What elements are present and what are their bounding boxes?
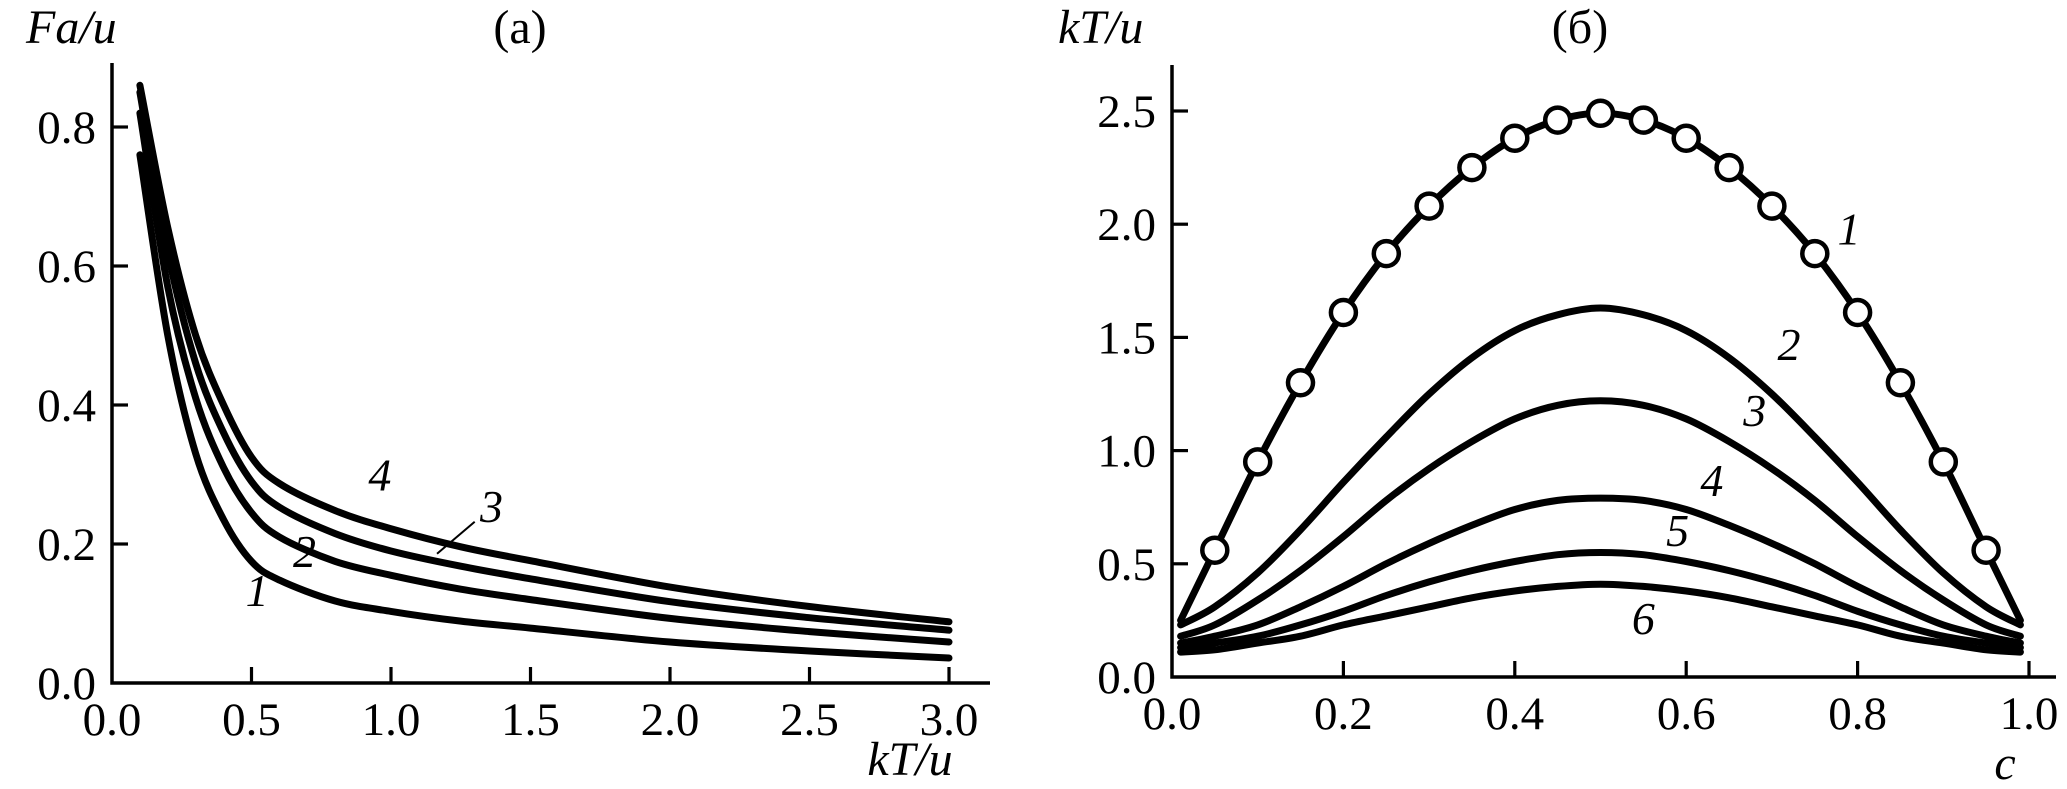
y-axis-tick-label: 0.0 [1097,652,1156,704]
x-axis-tick-label: 2.0 [641,694,700,746]
data-point-marker-curve-1 [1971,535,2001,565]
panel-a-y-axis-title: Fa/u [26,1,117,54]
x-axis-tick-label: 0.8 [1828,688,1887,740]
data-point-marker-curve-1 [1242,447,1273,477]
curve-label-4: 4 [1700,455,1723,506]
panel-a-x-axis-title: kT/u [867,733,953,786]
x-axis-tick-label: 0.5 [222,694,281,746]
panel-b-y-axis-title: kT/u [1058,1,1144,54]
y-axis-tick-label: 0.4 [37,380,96,432]
curve-label-6: 6 [1632,593,1655,644]
panel-b-x-axis-title: c [1994,737,2016,789]
y-axis-tick-label: 1.5 [1097,312,1156,364]
panel-a-plot: 0.0 0.5 1.0 1.5 2.0 2.5 3.0 0.0 0.2 0.4 0.6 0.8 12 3 4 [37,63,990,746]
curve-5 [1177,548,2024,652]
data-point-marker-curve-1 [1200,535,1230,565]
x-axis-tick-label: 1.0 [362,694,421,746]
panel-b-plot: 0.0 0.2 0.4 0.6 0.8 1.0 0.0 0.5 1.0 1.5 2.0 2.5 1 234… [1097,65,2059,740]
y-axis-tick-label: 1.0 [1097,426,1156,478]
data-point-marker-curve-1 [1628,105,1659,135]
y-axis-tick-label: 0.0 [37,658,96,710]
curve-label-4: 4 [368,450,391,501]
curve-label-2: 2 [1778,319,1801,370]
y-axis-tick-label: 0.2 [37,519,96,571]
data-point-marker-curve-1 [1285,367,1316,398]
curve-label-3: 3 [479,481,503,532]
data-point-marker-curve-1 [1757,191,1787,221]
panel-a-title: (a) [493,1,547,54]
x-axis-tick-label: 1.0 [2000,688,2059,740]
x-axis-tick-label: 3.0 [920,694,979,746]
data-point-marker-curve-1 [1585,98,1616,129]
y-axis-tick-label: 0.5 [1097,539,1156,591]
data-point-marker-curve-1 [1928,447,1959,477]
curve-label-1: 1 [246,565,269,616]
data-point-marker-curve-1 [1542,105,1573,135]
data-point-marker-curve-1 [1714,152,1744,183]
curve-label-2: 2 [293,526,316,577]
curve-label-leader-3 [436,520,476,555]
x-axis-tick-label: 0.0 [83,694,142,746]
data-point-marker-curve-1 [1842,297,1873,328]
data-point-marker-curve-1 [1457,152,1487,183]
data-point-marker-curve-1 [1800,238,1830,269]
y-axis-tick-label: 2.5 [1097,86,1156,138]
axis-spines [110,63,990,685]
curve-3 [136,88,953,634]
data-point-marker-curve-1 [1328,297,1359,328]
curve-4 [136,81,953,626]
data-point-marker-curve-1 [1885,367,1916,398]
panel-b-title: (б) [1551,1,1609,54]
curve-label-1: 1 [1838,204,1861,255]
curve-1 [136,151,953,662]
curve-6 [1177,580,2024,656]
curve-2 [1177,304,2024,629]
curve-label-5: 5 [1666,505,1689,556]
x-axis-tick-label: 1.5 [501,694,560,746]
data-point-marker-curve-1 [1671,123,1701,153]
y-axis-tick-label: 0.8 [37,102,96,154]
curve-4 [1177,494,2024,647]
x-axis-tick-label: 0.2 [1314,688,1373,740]
curve-1 [1177,109,2024,624]
y-axis-tick-label: 2.0 [1097,199,1156,251]
x-axis-tick-label: 0.0 [1143,688,1202,740]
curve-2 [136,109,953,646]
data-point-marker-curve-1 [1500,123,1530,153]
x-axis-tick-label: 0.4 [1485,688,1544,740]
curve-3 [1177,397,2024,640]
curve-label-3: 3 [1742,385,1766,436]
data-point-marker-curve-1 [1371,238,1402,269]
y-axis-tick-label: 0.6 [37,241,96,293]
x-axis-tick-label: 2.5 [780,694,839,746]
data-point-marker-curve-1 [1414,191,1444,221]
x-axis-tick-label: 0.6 [1657,688,1716,740]
axis-spines [1170,65,2056,679]
